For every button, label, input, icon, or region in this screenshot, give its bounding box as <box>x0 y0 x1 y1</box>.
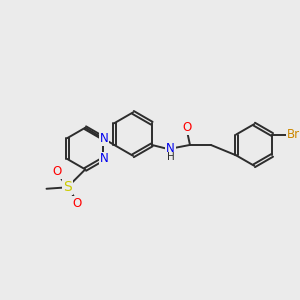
Text: O: O <box>182 121 192 134</box>
Text: Br: Br <box>287 128 300 141</box>
Text: S: S <box>63 180 72 194</box>
Text: O: O <box>52 165 62 178</box>
Text: H: H <box>167 152 175 162</box>
Text: N: N <box>100 132 108 145</box>
Text: N: N <box>100 152 108 166</box>
Text: N: N <box>166 142 175 155</box>
Text: O: O <box>73 197 82 210</box>
